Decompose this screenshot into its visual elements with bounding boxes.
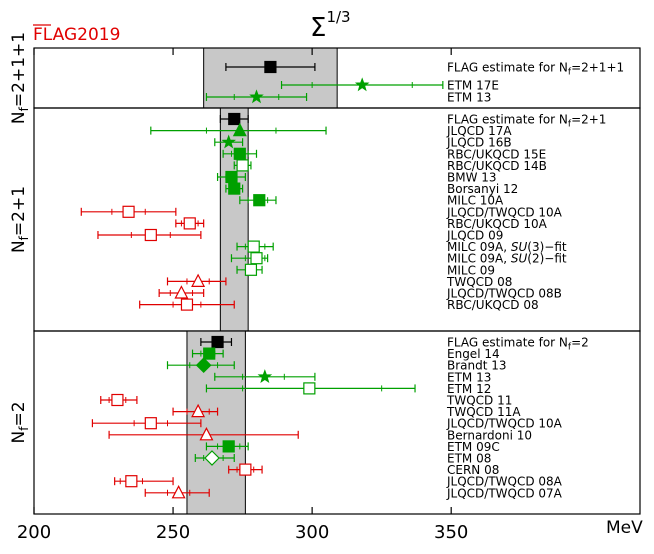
entry-label: CERN 08 bbox=[447, 463, 499, 477]
group-label: Nf=2+1+1 bbox=[9, 32, 31, 124]
data-point bbox=[249, 89, 264, 104]
entry-label: Brandt 13 bbox=[447, 359, 507, 373]
entry-label: FLAG estimate for Nf=2 bbox=[447, 336, 589, 353]
data-point bbox=[236, 159, 249, 172]
entry-label: ETM 08 bbox=[447, 452, 491, 466]
entry-label: JLQCD/TWQCD 10A bbox=[446, 205, 563, 219]
data-point bbox=[199, 427, 214, 441]
data-point bbox=[211, 335, 224, 349]
entry-label: RBC/UKQCD 15E bbox=[447, 147, 546, 161]
data-point bbox=[195, 357, 212, 374]
entry-label: JLQCD 17A bbox=[446, 124, 512, 138]
data-point bbox=[191, 273, 206, 287]
data-point bbox=[183, 217, 196, 230]
data-point bbox=[244, 263, 258, 276]
data-point bbox=[232, 122, 247, 137]
group-label: Nf=2 bbox=[9, 401, 31, 443]
entry-label: FLAG estimate for Nf=2+1 bbox=[447, 113, 606, 130]
entry-label: BMW 13 bbox=[447, 171, 497, 185]
flag-watermark: FLAG2019 bbox=[33, 25, 120, 45]
data-point bbox=[204, 450, 220, 466]
entry-label: TWQCD 11 bbox=[446, 394, 512, 408]
data-point bbox=[203, 347, 216, 360]
data-point bbox=[225, 170, 238, 184]
entry-label: TWQCD 08 bbox=[446, 275, 512, 289]
data-point bbox=[191, 403, 206, 418]
data-point bbox=[174, 285, 189, 299]
x-tick-label: 350 bbox=[434, 522, 468, 543]
data-point bbox=[228, 182, 241, 195]
data-point bbox=[144, 228, 157, 242]
entry-label: TWQCD 11A bbox=[446, 405, 521, 419]
data-point bbox=[250, 252, 263, 265]
entry-label: ETM 13 bbox=[447, 91, 491, 105]
entry-label: Engel 14 bbox=[447, 347, 500, 361]
entry-label: ETM 13 bbox=[447, 370, 491, 384]
entry-label: MILC 09A, SU(3)−fit bbox=[447, 240, 567, 254]
chart-title: Σ1/3 bbox=[310, 8, 351, 43]
entry-label: RBC/UKQCD 08 bbox=[447, 298, 539, 312]
x-tick-label: 300 bbox=[295, 522, 329, 543]
entry-label: MILC 09 bbox=[447, 263, 495, 277]
entry-label: ETM 12 bbox=[447, 382, 491, 396]
data-point bbox=[303, 382, 316, 395]
entry-label: RBC/UKQCD 14B bbox=[447, 159, 547, 173]
data-point bbox=[222, 440, 235, 453]
data-point bbox=[354, 77, 370, 92]
x-unit-label: MeV bbox=[606, 518, 643, 538]
chart-title-main: Σ bbox=[310, 13, 326, 43]
panel-frame-2 bbox=[33, 330, 641, 515]
data-point bbox=[221, 134, 236, 149]
entry-label: MILC 09A, SU(2)−fit bbox=[447, 252, 567, 266]
data-point bbox=[144, 417, 157, 430]
data-point bbox=[228, 112, 241, 126]
entry-label: JLQCD/TWQCD 07A bbox=[446, 486, 563, 500]
data-point bbox=[180, 298, 194, 311]
data-point bbox=[253, 194, 266, 207]
estimate-band-0 bbox=[203, 47, 338, 109]
data-point bbox=[233, 147, 246, 160]
data-point bbox=[111, 393, 124, 407]
data-point bbox=[125, 475, 138, 488]
data-point bbox=[239, 463, 252, 476]
data-point bbox=[247, 240, 260, 253]
data-point bbox=[122, 205, 135, 218]
entry-label: MILC 10A bbox=[447, 194, 504, 208]
entry-label: RBC/UKQCD 10A bbox=[447, 217, 548, 231]
estimate-band-2 bbox=[186, 330, 246, 515]
entry-label: Bernardoni 10 bbox=[447, 428, 532, 442]
group-label: Nf=2+1 bbox=[9, 186, 31, 253]
x-tick-label: 250 bbox=[156, 522, 190, 543]
entry-label: ETM 17E bbox=[447, 79, 499, 93]
entry-label: JLQCD/TWQCD 08A bbox=[446, 475, 563, 489]
data-point bbox=[264, 60, 277, 74]
entry-label: JLQCD/TWQCD 08B bbox=[446, 287, 562, 301]
estimate-band-1 bbox=[219, 107, 249, 332]
entry-label: JLQCD/TWQCD 10A bbox=[446, 417, 563, 431]
entry-label: Borsanyi 12 bbox=[447, 182, 518, 196]
data-point bbox=[257, 369, 273, 383]
entry-label: JLQCD 09 bbox=[446, 229, 503, 243]
data-point bbox=[171, 485, 186, 499]
x-tick-label: 200 bbox=[17, 522, 51, 543]
chart-title-sup: 1/3 bbox=[326, 8, 350, 26]
entry-label: ETM 09C bbox=[447, 440, 500, 454]
entry-label: JLQCD 16B bbox=[446, 136, 512, 150]
entry-label: FLAG estimate for Nf=2+1+1 bbox=[447, 61, 624, 78]
